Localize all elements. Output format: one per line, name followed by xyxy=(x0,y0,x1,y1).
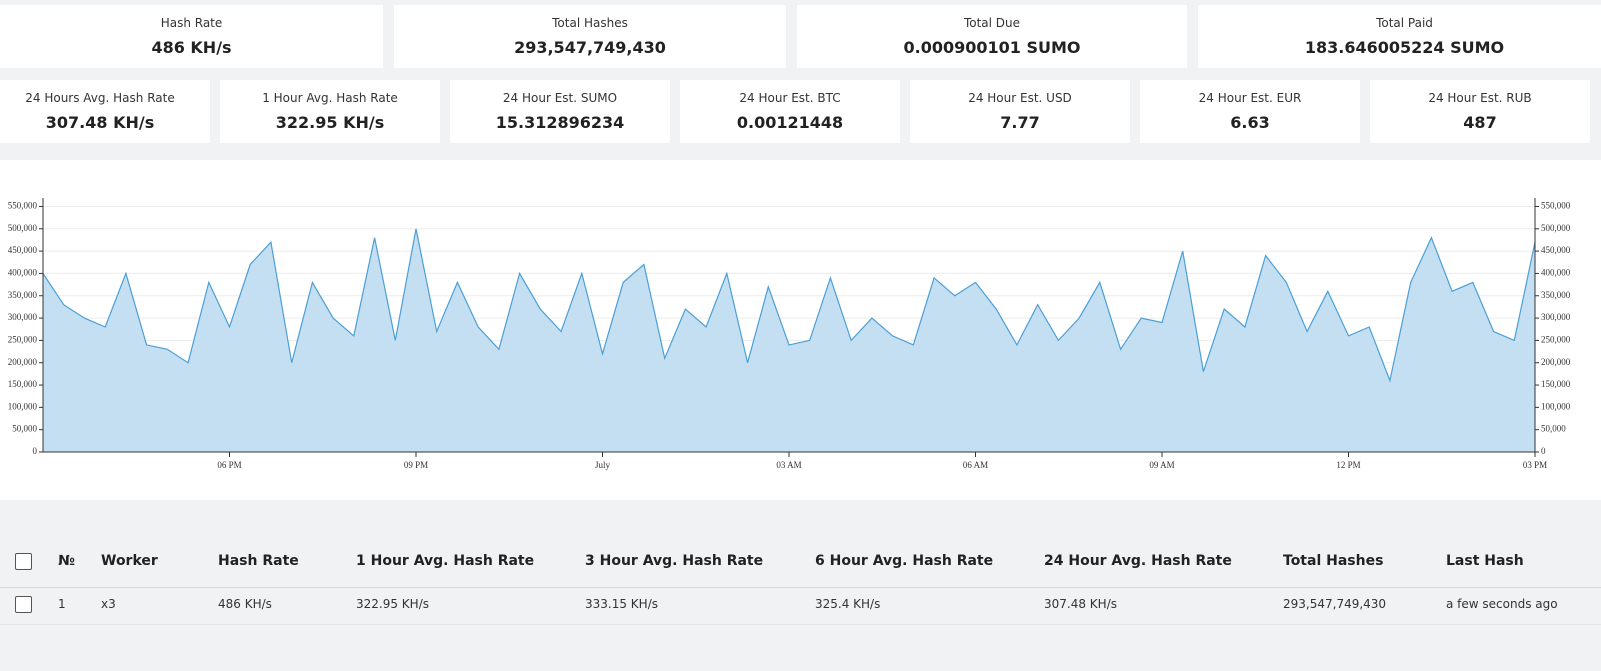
column-header: 24 Hour Avg. Hash Rate xyxy=(1044,553,1232,569)
column-header: № xyxy=(58,553,75,569)
stat-card: 24 Hour Est. RUB 487 xyxy=(1370,80,1590,143)
column-header: Hash Rate xyxy=(218,553,299,569)
stat-card: Hash Rate 486 KH/s xyxy=(0,5,383,68)
table-cell: a few seconds ago xyxy=(1446,597,1558,611)
y2-tick-label: 150,000 xyxy=(1541,379,1571,389)
x-tick-label: 12 PM xyxy=(1336,460,1360,470)
stat-value: 0.000900101 SUMO xyxy=(903,38,1081,57)
y-tick-label: 200,000 xyxy=(8,357,38,367)
stat-value: 293,547,749,430 xyxy=(514,38,666,57)
y-tick-label: 300,000 xyxy=(8,312,38,322)
column-header: 6 Hour Avg. Hash Rate xyxy=(815,553,994,569)
stat-value: 322.95 KH/s xyxy=(275,113,385,132)
stat-card: Total Paid 183.646005224 SUMO xyxy=(1198,5,1601,68)
y-tick-label: 50,000 xyxy=(12,424,37,434)
y2-tick-label: 500,000 xyxy=(1541,223,1571,233)
y2-tick-label: 300,000 xyxy=(1541,312,1571,322)
stat-card: 24 Hour Est. USD 7.77 xyxy=(910,80,1130,143)
stat-label: Total Hashes xyxy=(552,16,628,30)
stat-card: 1 Hour Avg. Hash Rate 322.95 KH/s xyxy=(220,80,440,143)
stat-label: Hash Rate xyxy=(160,16,223,30)
y-tick-label: 400,000 xyxy=(8,267,38,277)
stat-card: 24 Hour Est. EUR 6.63 xyxy=(1140,80,1360,143)
y2-tick-label: 50,000 xyxy=(1541,424,1566,434)
stat-label: 24 Hour Est. RUB xyxy=(1428,91,1532,105)
x-tick-label: 09 PM xyxy=(404,460,428,470)
stat-label: Total Paid xyxy=(1376,16,1433,30)
column-header: Worker xyxy=(101,553,158,569)
select-all-checkbox[interactable] xyxy=(15,553,32,570)
stat-value: 487 xyxy=(1463,113,1497,132)
y2-tick-label: 250,000 xyxy=(1541,334,1571,344)
y-tick-label: 0 xyxy=(33,446,38,456)
stat-value: 486 KH/s xyxy=(151,38,232,57)
row-checkbox[interactable] xyxy=(15,596,32,613)
stat-value: 7.77 xyxy=(1000,113,1040,132)
chart-panel: 0 0 50,000 50,000 100,000 100,000 150,000 150,0… xyxy=(0,160,1601,500)
table-cell: 1 xyxy=(58,597,66,611)
stat-card: Total Due 0.000900101 SUMO xyxy=(797,5,1187,68)
stat-card: 24 Hour Est. SUMO 15.312896234 xyxy=(450,80,670,143)
column-header: Last Hash xyxy=(1446,553,1524,569)
table-cell: 307.48 KH/s xyxy=(1044,597,1117,611)
table-cell: 333.15 KH/s xyxy=(585,597,658,611)
stat-label: 1 Hour Avg. Hash Rate xyxy=(262,91,398,105)
area xyxy=(43,228,1535,452)
stat-value: 15.312896234 xyxy=(495,113,625,132)
stat-card: 24 Hour Est. BTC 0.00121448 xyxy=(680,80,900,143)
column-header: 3 Hour Avg. Hash Rate xyxy=(585,553,764,569)
stat-label: 24 Hour Est. BTC xyxy=(739,91,841,105)
y-tick-label: 550,000 xyxy=(8,201,38,211)
y-tick-label: 150,000 xyxy=(8,379,38,389)
table-cell: 486 KH/s xyxy=(218,597,272,611)
y2-tick-label: 550,000 xyxy=(1541,201,1571,211)
y-tick-label: 500,000 xyxy=(8,223,38,233)
x-tick-label: 06 AM xyxy=(963,460,988,470)
stat-card: 24 Hours Avg. Hash Rate 307.48 KH/s xyxy=(0,80,210,143)
y-tick-label: 350,000 xyxy=(8,290,38,300)
stat-label: Total Due xyxy=(963,16,1021,30)
chart: 0 0 50,000 50,000 100,000 100,000 150,000 150,0… xyxy=(8,198,1571,470)
stat-label: 24 Hours Avg. Hash Rate xyxy=(25,91,175,105)
stat-value: 6.63 xyxy=(1230,113,1270,132)
x-tick-label: 03 PM xyxy=(1523,460,1547,470)
y-tick-label: 100,000 xyxy=(8,401,38,411)
column-header: 1 Hour Avg. Hash Rate xyxy=(356,553,535,569)
x-tick-label: 06 PM xyxy=(217,460,241,470)
stat-card: Total Hashes 293,547,749,430 xyxy=(394,5,786,68)
y2-tick-label: 200,000 xyxy=(1541,357,1571,367)
y2-tick-label: 400,000 xyxy=(1541,267,1571,277)
stat-label: 24 Hour Est. SUMO xyxy=(502,91,618,105)
x-tick-label: July xyxy=(595,460,611,470)
y-tick-label: 250,000 xyxy=(8,334,38,344)
stat-label: 24 Hour Est. USD xyxy=(968,91,1072,105)
stat-value: 0.00121448 xyxy=(736,113,844,132)
table-cell: 325.4 KH/s xyxy=(815,597,881,611)
y2-tick-label: 0 xyxy=(1541,446,1546,456)
table-cell: 322.95 KH/s xyxy=(356,597,429,611)
x-tick-label: 09 AM xyxy=(1149,460,1174,470)
x-tick-label: 03 AM xyxy=(776,460,801,470)
y2-tick-label: 100,000 xyxy=(1541,401,1571,411)
table-bottom-line xyxy=(0,624,1601,625)
stat-value: 183.646005224 SUMO xyxy=(1304,38,1505,57)
stat-label: 24 Hour Est. EUR xyxy=(1198,91,1302,105)
y2-tick-label: 350,000 xyxy=(1541,290,1571,300)
line xyxy=(42,228,1536,383)
table-header-line xyxy=(0,587,1601,588)
table-cell: x3 xyxy=(101,597,116,611)
column-header: Total Hashes xyxy=(1283,553,1384,569)
stat-value: 307.48 KH/s xyxy=(45,113,155,132)
y-tick-label: 450,000 xyxy=(8,245,38,255)
y2-tick-label: 450,000 xyxy=(1541,245,1571,255)
table-cell: 293,547,749,430 xyxy=(1283,597,1387,611)
